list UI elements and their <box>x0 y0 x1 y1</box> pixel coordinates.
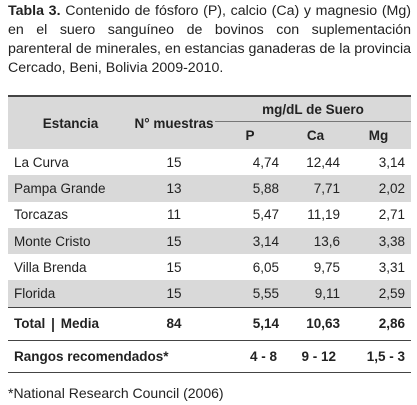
ranges-label: Rangos recomendados* <box>8 340 215 373</box>
table-row: Pampa Grande 13 5,88 7,71 2,02 <box>8 175 411 202</box>
cell: 3,14 <box>215 227 285 255</box>
cell: 3,31 <box>378 259 405 275</box>
header-cell: Mg <box>346 121 411 149</box>
header-cell: mg/dL de Suero <box>215 96 411 122</box>
total-row: Total Media 84 5,14 10,63 2,86 <box>8 306 411 341</box>
footnote: *National Research Council (2006) <box>8 385 224 401</box>
caption-label: Tabla 3. <box>8 3 61 19</box>
total-label: Total Media <box>8 306 133 341</box>
cell: 11,19 <box>307 207 340 223</box>
cell: 2,86 <box>346 306 411 341</box>
total-text: Total <box>14 316 46 332</box>
cell: 3,14 <box>378 154 405 170</box>
cell: La Curva <box>14 154 69 170</box>
table-row: Monte Cristo 15 3,14 13,6 3,38 <box>8 227 411 255</box>
cell: 15 <box>133 280 215 308</box>
cell: 9,11 <box>285 280 346 308</box>
cell: 2,02 <box>346 175 411 202</box>
table-row: Villa Brenda 15 6,05 9,75 3,31 <box>8 254 411 280</box>
ranges-row: Rangos recomendados* 4 - 8 9 - 12 1,5 - … <box>8 340 411 373</box>
table-body: La Curva 15 4,74 12,44 3,14 Pampa Grande 13 5,8… <box>8 149 411 373</box>
cell: Monte Cristo <box>8 227 133 255</box>
cell: 9,75 <box>313 259 340 275</box>
caption-text: Contenido de fósforo (P), calcio (Ca) y … <box>8 3 412 76</box>
cell: 5,55 <box>215 280 285 308</box>
cell: 3,38 <box>346 227 411 255</box>
table-row: La Curva 15 4,74 12,44 3,14 <box>8 149 411 175</box>
table-row: Florida 15 5,55 9,11 2,59 <box>8 280 411 308</box>
cell: 4,74 <box>252 154 279 170</box>
header-cell: Ca <box>285 121 346 149</box>
header-cell: N° muestras <box>133 96 215 149</box>
cell: 2,71 <box>378 207 405 223</box>
cell: Torcazas <box>14 207 69 223</box>
cell: Pampa Grande <box>8 175 133 202</box>
header-cell: P <box>215 121 285 149</box>
cell: 1,5 - 3 <box>346 340 411 373</box>
cell: 13 <box>133 175 215 202</box>
cell: 11 <box>166 207 181 223</box>
header-cell: Estancia <box>8 96 133 149</box>
media-text: Media <box>60 316 100 332</box>
data-table: Estancia N° muestras mg/dL de Suero P Ca… <box>8 95 411 373</box>
caption: Tabla 3. Contenido de fósforo (P), calci… <box>8 2 411 78</box>
cell: 6,05 <box>252 259 279 275</box>
cell: 5,88 <box>215 175 285 202</box>
cell: Florida <box>8 280 133 308</box>
cell: 13,6 <box>285 227 346 255</box>
cell: 7,71 <box>285 175 346 202</box>
cell: 12,44 <box>306 154 340 170</box>
cell: 5,14 <box>215 306 285 341</box>
cell: 2,59 <box>346 280 411 308</box>
table-row: Torcazas 11 5,47 11,19 2,71 <box>8 202 411 228</box>
cell: 15 <box>166 154 182 170</box>
cell: 4 - 8 <box>215 340 285 373</box>
cell: 10,63 <box>285 306 346 341</box>
separator <box>52 317 54 332</box>
cell: 84 <box>133 306 215 341</box>
cell: 15 <box>133 227 215 255</box>
cell: 15 <box>166 259 182 275</box>
cell: 5,47 <box>252 207 279 223</box>
cell: 9 - 12 <box>285 340 346 373</box>
cell: Villa Brenda <box>14 259 87 275</box>
